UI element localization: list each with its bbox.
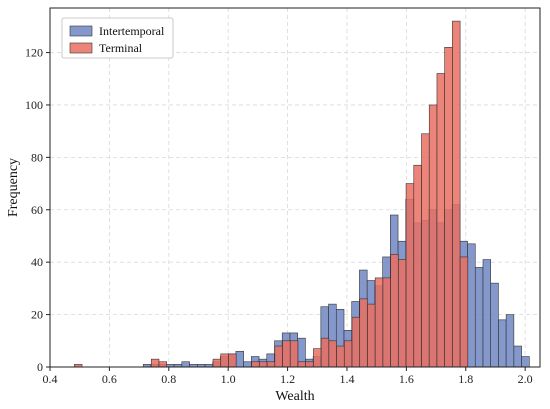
terminal-bar (444, 47, 453, 368)
x-tick-label: 0.8 (161, 372, 176, 386)
x-tick-label: 1.4 (339, 372, 354, 386)
intertemporal-bar (181, 361, 190, 368)
legend-swatch-intertemporal (69, 25, 93, 37)
terminal-bar (351, 316, 361, 368)
terminal-bar (413, 164, 422, 368)
terminal-bar (251, 361, 260, 368)
legend: Intertemporal Terminal (61, 17, 174, 59)
y-tick-label: 60 (31, 203, 43, 217)
y-tick-label: 100 (25, 98, 43, 112)
axis-ticks: 0.4 0.6 0.8 1.0 1.2 1.4 1.6 1.8 2.0 0 20 40 60 80 100 1… (25, 46, 533, 386)
intertemporal-bar (498, 319, 507, 368)
terminal-bar (390, 254, 399, 368)
y-tick-label: 40 (31, 255, 43, 269)
series-terminal-bars (74, 20, 469, 368)
terminal-bar (398, 259, 407, 368)
intertemporal-bar (505, 314, 515, 368)
terminal-bar (305, 361, 314, 368)
terminal-bar (452, 20, 461, 368)
terminal-bar (436, 73, 445, 368)
intertemporal-bar (243, 361, 252, 368)
plot-frame (49, 7, 541, 368)
x-tick-label: 1.8 (458, 372, 473, 386)
y-axis-label: Frequency (6, 158, 21, 217)
terminal-bar (359, 298, 368, 368)
intertemporal-bar (513, 345, 522, 368)
terminal-bar (459, 256, 469, 368)
intertemporal-bar (467, 243, 476, 368)
x-tick-label: 2.0 (518, 372, 533, 386)
terminal-bar (212, 358, 222, 368)
y-tick-label: 0 (37, 360, 43, 374)
terminal-bar (382, 277, 391, 368)
intertemporal-bar (235, 350, 244, 368)
terminal-bar (428, 104, 438, 368)
terminal-bar (259, 361, 268, 368)
bars-layer (74, 20, 530, 368)
intertemporal-bar (490, 282, 499, 368)
terminal-bar (220, 353, 229, 368)
terminal-bar (328, 340, 337, 368)
terminal-bar (297, 361, 306, 368)
x-tick-label: 1.2 (280, 372, 295, 386)
x-tick-label: 1.6 (399, 372, 414, 386)
terminal-bar (282, 340, 291, 368)
terminal-bar (405, 183, 415, 368)
intertemporal-bar (474, 267, 484, 368)
legend-label-terminal: Terminal (99, 41, 143, 55)
x-axis-label: Wealth (275, 389, 314, 404)
terminal-bar (289, 340, 299, 368)
terminal-bar (374, 277, 384, 368)
terminal-bar (320, 337, 330, 368)
intertemporal-bar (521, 356, 530, 368)
terminal-bar (158, 361, 168, 368)
y-tick-label: 80 (31, 150, 43, 164)
x-tick-label: 0.4 (43, 372, 58, 386)
terminal-bar (367, 303, 376, 368)
x-tick-label: 1.0 (221, 372, 236, 386)
terminal-bar (343, 340, 353, 368)
legend-label-intertemporal: Intertemporal (99, 24, 165, 38)
legend-swatch-terminal (69, 42, 93, 54)
x-tick-label: 0.6 (102, 372, 117, 386)
terminal-bar (313, 348, 322, 368)
y-tick-label: 20 (31, 308, 43, 322)
terminal-bar (336, 345, 345, 368)
terminal-bar (150, 358, 160, 368)
intertemporal-bar (482, 259, 492, 368)
terminal-bar (421, 133, 430, 368)
terminal-bar (228, 353, 237, 368)
terminal-bar (274, 345, 283, 368)
terminal-bar (266, 361, 276, 368)
y-tick-label: 120 (25, 46, 43, 60)
